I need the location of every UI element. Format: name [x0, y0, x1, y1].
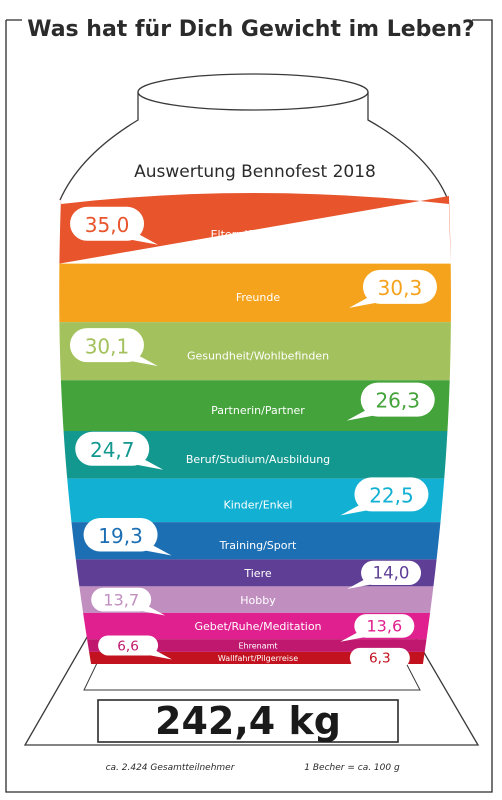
bubble-shape-1: [70, 206, 145, 241]
value-bubble-4: 26,3: [346, 382, 435, 421]
band-label-7: Training/Sport: [219, 539, 297, 552]
value-bubble-9: 13,7: [91, 587, 166, 616]
total-weight: 242,4 kg: [155, 699, 341, 743]
bubble-shape-5: [75, 431, 150, 466]
value-label-6: 22,5: [369, 484, 414, 508]
bubble-shape-6: [354, 477, 429, 512]
bubble-shape-12: [349, 647, 410, 668]
band-11: [87, 639, 427, 652]
bubble-shape-11: [98, 635, 159, 656]
value-bubble-11: 6,6: [98, 635, 173, 660]
bubble-shape-8: [361, 560, 422, 586]
band-8: [75, 559, 437, 587]
value-label-8: 14,0: [373, 564, 410, 583]
value-label-11: 6,6: [117, 638, 139, 654]
band-label-6: Kinder/Enkel: [224, 499, 293, 512]
band-label-9: Hobby: [240, 594, 276, 607]
value-label-2: 30,3: [378, 276, 423, 300]
value-bubble-12: 6,3: [335, 647, 410, 672]
page-title: Was hat für Dich Gewicht im Leben?: [27, 17, 475, 42]
value-label-7: 19,3: [98, 524, 143, 548]
value-bubble-7: 19,3: [83, 517, 172, 556]
value-label-1: 35,0: [85, 213, 130, 237]
value-label-12: 6,3: [369, 651, 391, 667]
band-10: [83, 612, 431, 640]
chart-bands: Eltern/Großeltern Freunde Gesundheit/Wohlb…: [59, 193, 451, 664]
value-label-5: 24,7: [90, 438, 135, 462]
band-12: [89, 651, 425, 664]
value-label-10: 13,6: [366, 617, 402, 636]
value-bubble-1: 35,0: [70, 206, 159, 245]
unit-note: 1 Becher = ca. 100 g: [304, 763, 400, 773]
band-label-1: Eltern/Großeltern: [211, 228, 306, 241]
band-label-12: Wallfahrt/Pilgerreise: [218, 654, 298, 663]
band-9: [79, 586, 434, 613]
band-label-10: Gebet/Ruhe/Meditation: [194, 620, 321, 633]
value-bubble-2: 30,3: [348, 269, 437, 308]
chart-subtitle: Auswertung Bennofest 2018: [134, 162, 376, 182]
value-bubble-5: 24,7: [75, 431, 164, 470]
scale-display: [97, 699, 399, 743]
band-label-3: Gesundheit/Wohlbefinden: [187, 349, 329, 362]
bubble-shape-7: [83, 517, 158, 552]
value-bubbles: 35,0 30,3 30,1 26,3 24,7 22,5 19,3 14,0 13,7 13,6…: [69, 206, 437, 672]
band-2: [59, 263, 451, 323]
band-label-11: Ehrenamt: [238, 642, 277, 651]
value-label-4: 26,3: [375, 389, 420, 413]
participants-note: ca. 2.424 Gesamtteilnehmer: [106, 763, 236, 773]
band-label-2: Freunde: [236, 291, 281, 304]
bubble-shape-3: [69, 328, 144, 363]
band-label-5: Beruf/Studium/Ausbildung: [186, 453, 330, 466]
band-7: [71, 522, 441, 560]
jar-neck: [59, 92, 449, 201]
value-bubble-3: 30,1: [69, 328, 158, 367]
bubble-shape-4: [360, 382, 435, 417]
value-label-9: 13,7: [103, 590, 139, 609]
band-3: [59, 322, 451, 381]
band-label-4: Partnerin/Partner: [211, 404, 305, 417]
band-1: [59, 193, 451, 264]
value-bubble-10: 13,6: [340, 614, 415, 642]
value-bubble-6: 22,5: [340, 477, 429, 516]
bubble-shape-9: [91, 587, 152, 612]
bubble-shape-10: [354, 614, 415, 638]
band-5: [63, 430, 448, 479]
band-label-8: Tiere: [243, 567, 271, 580]
bubble-shape-2: [362, 269, 437, 304]
value-label-3: 30,1: [85, 334, 130, 358]
value-bubble-8: 14,0: [347, 560, 422, 590]
outer-frame: [5, 19, 493, 793]
jar-lid: [137, 73, 369, 111]
